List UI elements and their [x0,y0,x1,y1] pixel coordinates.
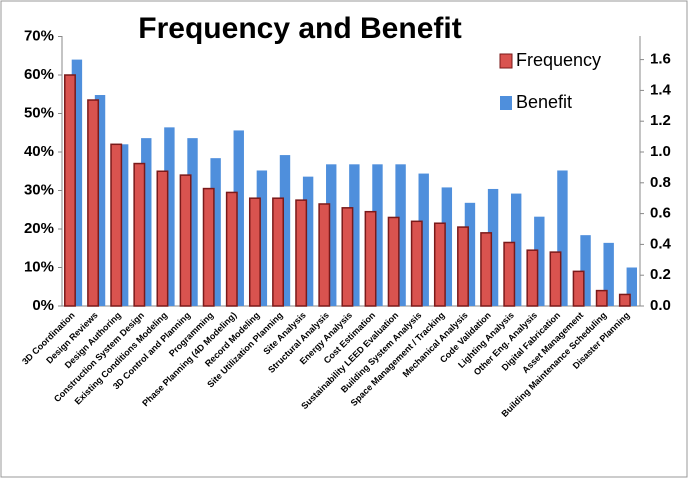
frequency-bar [549,251,562,307]
y-tick-label: 40% [24,143,54,160]
benefit-bar [256,170,268,306]
frequency-bar [595,289,608,307]
y2-tick-label: 1.4 [650,81,672,98]
y2-tick-label: 0.8 [650,174,671,191]
y2-tick-label: 0.0 [650,297,671,314]
frequency-bar [410,220,423,307]
frequency-bar [225,191,238,307]
benefit-bar [187,138,198,306]
y-tick-label: 30% [24,181,54,198]
frequency-bar [341,207,354,307]
benefit-bar [603,242,614,306]
benefit-bar [464,202,476,306]
benefit-bar [580,235,591,306]
frequency-bar [526,249,539,307]
frequency-bar [202,187,215,307]
y-tick-label: 10% [24,258,54,275]
benefit-bar [510,193,522,306]
frequency-bar [64,74,76,307]
benefit-bar [487,188,499,306]
benefit-bar [279,155,291,306]
y-tick-label: 0% [32,297,54,314]
benefit-bar [326,164,337,306]
frequency-bar [572,270,585,307]
frequency-bar [387,216,400,307]
frequency-bar [272,197,285,307]
y-tick-label: 60% [24,66,54,83]
y2-tick-label: 1.2 [650,112,671,129]
benefit-bar [210,158,221,306]
benefit-bar [164,127,175,306]
frequency-bar [618,293,631,307]
y2-tick-label: 1.0 [650,143,671,160]
benefit-bar [534,216,545,306]
frequency-bar [318,203,331,307]
benefit-bar [395,164,406,306]
legend-label: Frequency [516,50,601,70]
benefit-bar [117,144,129,306]
benefit-bar [626,267,637,306]
frequency-bar [364,210,377,307]
frequency-bar [110,143,123,307]
y-tick-label: 50% [24,104,54,121]
benefit-bar [302,176,314,306]
benefit-bar [94,95,106,307]
benefit-bar [141,138,152,306]
benefit-bar [349,164,360,306]
legend-swatch [499,53,513,69]
frequency-bar [433,222,446,307]
benefit-bar [372,164,383,306]
y2-tick-label: 0.6 [650,205,671,222]
y2-tick-label: 0.4 [650,235,672,252]
legend-swatch [500,96,512,110]
benefit-bar [441,187,453,306]
y2-tick-label: 0.2 [650,266,671,283]
legend-label: Benefit [516,92,572,112]
frequency-bar [480,232,493,307]
frequency-bar [179,174,192,307]
frequency-bar [457,226,469,307]
benefit-bar [557,170,568,306]
frequency-bar [87,99,100,307]
y-tick-label: 70% [24,27,54,44]
chart-title: Frequency and Benefit [138,12,461,45]
y2-tick-label: 1.6 [650,51,671,68]
y-tick-label: 20% [24,220,54,237]
benefit-bar [418,173,429,306]
frequency-bar [248,197,261,307]
benefit-bar [233,130,244,306]
frequency-bar [295,199,308,307]
frequency-bar [133,162,146,307]
frequency-bar [503,241,516,307]
frequency-bar [156,170,169,307]
benefit-bar [71,59,83,306]
